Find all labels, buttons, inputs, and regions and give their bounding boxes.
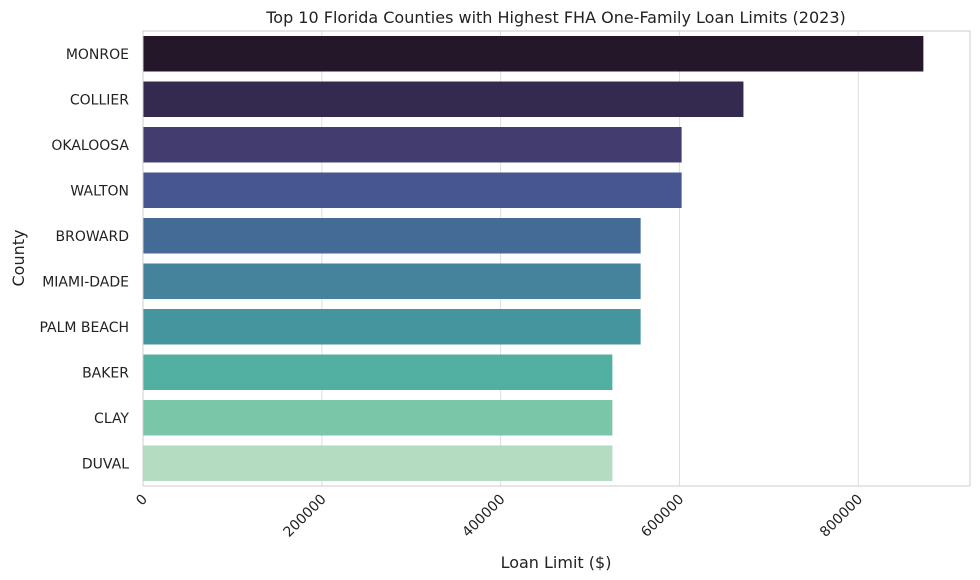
y-axis-label: County [9, 230, 28, 287]
bars [143, 36, 924, 481]
bar-monroe [143, 36, 924, 72]
x-tick-labels: 0 200000 400000 600000 800000 [133, 492, 866, 541]
bar-clay [143, 400, 613, 436]
y-tick-label: MONROE [66, 47, 129, 63]
bar-okaloosa [143, 127, 682, 163]
bar-palm-beach [143, 309, 641, 345]
y-tick-label: PALM BEACH [39, 320, 129, 336]
x-tick-label: 400000 [459, 492, 508, 541]
x-tick-label: 0 [133, 492, 151, 510]
y-tick-labels: MONROE COLLIER OKALOOSA WALTON BROWARD MIAMI-… [39, 47, 129, 473]
chart-title: Top 10 Florida Counties with Highest FHA… [265, 8, 846, 27]
x-tick-label: 800000 [817, 492, 866, 541]
bar-baker [143, 354, 613, 390]
bar-collier [143, 81, 744, 117]
y-tick-label: CLAY [94, 411, 129, 427]
plot-frame [142, 30, 971, 487]
y-tick-label: DUVAL [82, 456, 129, 472]
bar-walton [143, 172, 682, 208]
x-tick-label: 200000 [281, 492, 330, 541]
bar-duval [143, 445, 613, 481]
bar-miami-dade [143, 263, 641, 299]
y-tick-label: BROWARD [55, 229, 129, 245]
y-tick-label: MIAMI-DADE [42, 274, 129, 290]
y-tick-label: OKALOOSA [51, 138, 129, 154]
x-tick-label: 600000 [638, 492, 687, 541]
x-axis-label: Loan Limit ($) [501, 553, 612, 572]
y-tick-label: COLLIER [70, 92, 129, 108]
y-tick-label: BAKER [82, 365, 129, 381]
y-tick-label: WALTON [70, 183, 129, 199]
bar-broward [143, 218, 641, 254]
